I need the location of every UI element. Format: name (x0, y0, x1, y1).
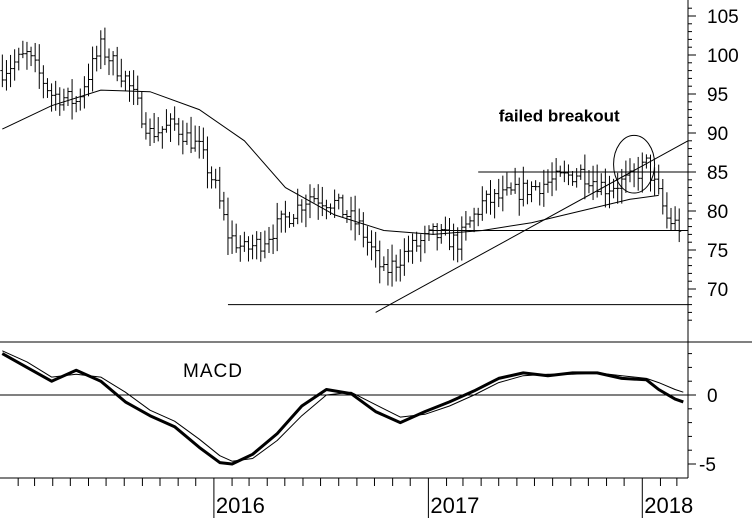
macd-signal-line (2, 350, 684, 462)
price-y-tick-label: 75 (707, 241, 728, 262)
ohlc-bars (0, 27, 682, 287)
macd-panel: MACD (0, 350, 688, 466)
macd-title: MACD (183, 361, 243, 382)
price-y-tick-label: 105 (707, 7, 739, 28)
x-axis: 2016 2017 2018 (17, 478, 693, 518)
breakout-ellipse (613, 134, 656, 194)
price-y-tick-label: 95 (707, 85, 728, 106)
x-tick-label: 2016 (216, 493, 265, 518)
macd-y-tick-label: 0 (707, 386, 718, 407)
price-y-tick-label: 80 (707, 202, 728, 223)
x-tick-label: 2018 (644, 493, 693, 518)
price-y-tick-label: 85 (707, 163, 728, 184)
x-tick-label: 2017 (430, 493, 479, 518)
price-y-tick-label: 90 (707, 124, 728, 145)
trendline (375, 140, 689, 313)
chart-frame: 105 100 95 90 85 80 75 70 0 -5 (0, 0, 752, 479)
price-y-tick-label: 70 (707, 280, 728, 301)
price-panel: failed breakout (0, 27, 689, 313)
moving-average-line (2, 89, 659, 235)
failed-breakout-label: failed breakout (499, 106, 620, 125)
price-y-tick-label: 100 (707, 46, 739, 67)
macd-y-tick-label: -5 (699, 455, 716, 476)
